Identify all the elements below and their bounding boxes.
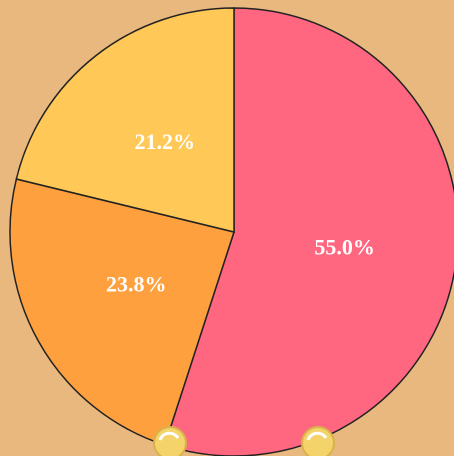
bubble-shine (158, 431, 180, 441)
bubble (301, 426, 335, 456)
slice-label: 55.0% (314, 235, 375, 260)
pie-slice (9, 178, 235, 446)
slice-label: 21.2% (135, 129, 196, 154)
pie (9, 7, 454, 456)
decoration (153, 426, 335, 456)
pie-slice (15, 7, 235, 233)
pie-slice (163, 7, 454, 456)
bubble (153, 426, 187, 456)
bubble-shine (306, 431, 328, 441)
slice-label: 23.8% (106, 272, 167, 297)
